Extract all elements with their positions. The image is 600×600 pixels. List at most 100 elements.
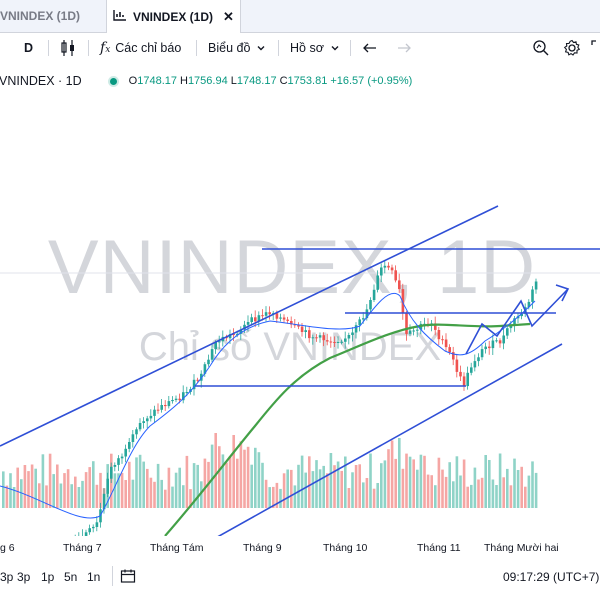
range-button-5n[interactable]: 5n: [64, 570, 78, 584]
candle-body: [437, 330, 441, 340]
tab-vnindex-active[interactable]: VNINDEX (1D) ✕: [106, 0, 241, 33]
candle-body: [131, 434, 135, 442]
volume-bar: [272, 486, 275, 508]
candle-body: [275, 313, 279, 319]
range-button-1p[interactable]: 1p: [41, 570, 55, 584]
volume-bar: [498, 453, 502, 508]
candle-body: [167, 401, 171, 407]
chart-tab-icon: [113, 9, 127, 24]
candle-body: [509, 325, 513, 329]
volume-bar: [462, 459, 466, 508]
range-button-3p-b[interactable]: 3p: [17, 570, 31, 584]
candle-body: [488, 346, 491, 349]
candle-body: [405, 313, 408, 334]
calendar-icon[interactable]: [120, 568, 136, 587]
candle-body: [261, 315, 264, 317]
market-status-dot: [109, 77, 117, 85]
range-button-1n[interactable]: 1n: [87, 570, 101, 584]
candle-body: [318, 335, 322, 338]
low-key: L: [230, 75, 237, 87]
candle-body: [243, 324, 246, 330]
high-key: H: [179, 75, 188, 87]
volume-bar: [192, 463, 196, 508]
volume-bar: [527, 475, 531, 508]
candle-body: [174, 398, 178, 400]
volume-bar: [279, 488, 282, 508]
volume-bar: [268, 487, 271, 508]
candle-body: [333, 342, 336, 343]
volume-bar: [41, 454, 45, 508]
candle-body: [362, 318, 365, 320]
time-axis: g 6 Tháng 7 Tháng Tám Tháng 9 Tháng 10 Tháng …: [0, 540, 600, 558]
volume-bar: [408, 456, 412, 508]
volume-bar: [419, 454, 423, 508]
trendline-upper: [0, 205, 499, 447]
candle-body: [113, 465, 117, 467]
candle-body: [358, 319, 361, 326]
redo-icon[interactable]: [396, 33, 412, 63]
tab-vnindex-inactive[interactable]: VNINDEX (1D): [0, 0, 80, 32]
time-axis-label: Tháng 10: [323, 542, 368, 554]
volume-bar: [524, 486, 527, 508]
volume-bar: [171, 486, 174, 508]
candles-icon[interactable]: [60, 33, 76, 63]
indicators-button[interactable]: fx Các chỉ báo: [100, 33, 181, 63]
undo-icon[interactable]: [362, 33, 378, 63]
volume-bar: [56, 464, 59, 508]
volume-bar: [383, 460, 387, 508]
volume-bar: [16, 467, 19, 508]
volume-bar: [99, 472, 102, 508]
candle-body: [470, 367, 473, 373]
candle-body: [182, 392, 185, 401]
candle-body: [246, 322, 250, 325]
candle-body: [214, 342, 217, 350]
candle-body: [192, 379, 196, 390]
volume-bar: [59, 483, 63, 508]
candle-body: [412, 330, 415, 332]
separator: [350, 40, 351, 56]
search-chart-icon[interactable]: [532, 33, 550, 63]
candle-body: [473, 361, 477, 368]
candle-body: [513, 318, 516, 326]
candle-body: [250, 317, 253, 322]
settings-icon[interactable]: [563, 33, 581, 63]
candle-body: [92, 526, 95, 529]
candle-body: [286, 319, 289, 321]
candle-body: [441, 339, 444, 341]
ohlc-legend: VNINDEX · 1D O 1748.17 H 1756.94 L 1748.17 …: [0, 72, 415, 90]
candle-body: [408, 330, 412, 334]
candle-body: [401, 289, 405, 314]
volume-bar: [196, 464, 199, 508]
volume-bar: [351, 472, 354, 508]
profile-button[interactable]: Hồ sơ: [290, 33, 340, 63]
candle-body: [354, 325, 358, 333]
clock-time[interactable]: 09:17:29 (UTC+7): [503, 570, 600, 584]
candle-body: [527, 301, 531, 308]
fullscreen-icon[interactable]: [591, 33, 600, 63]
volume-bar: [380, 463, 383, 508]
range-button-3p[interactable]: 3p: [0, 570, 14, 584]
candle-body: [128, 442, 131, 449]
volume-bar: [318, 469, 322, 508]
volume-bar: [131, 479, 135, 508]
volume-bar: [5, 485, 9, 508]
candle-body: [156, 409, 160, 411]
symbol-label[interactable]: VNINDEX · 1D: [0, 74, 82, 88]
volume-bar: [135, 457, 138, 508]
close-icon[interactable]: ✕: [223, 8, 234, 24]
ma-slow-line: [164, 322, 531, 536]
chart-type-button[interactable]: Biểu đồ: [208, 33, 266, 63]
volume-bar: [156, 463, 160, 508]
time-axis-label: Tháng Tám: [150, 542, 204, 554]
volume-bar: [326, 473, 329, 508]
volume-bar: [218, 446, 221, 508]
price-chart[interactable]: [0, 96, 600, 536]
volume-bar: [146, 468, 149, 508]
time-axis-label: Tháng 9: [243, 542, 282, 554]
close-value: 1753.81: [287, 75, 328, 87]
volume-bar: [412, 459, 415, 508]
candle-body: [279, 317, 282, 319]
interval-button[interactable]: D: [24, 33, 33, 63]
volume-bar: [311, 471, 315, 508]
candle-body: [171, 400, 174, 402]
